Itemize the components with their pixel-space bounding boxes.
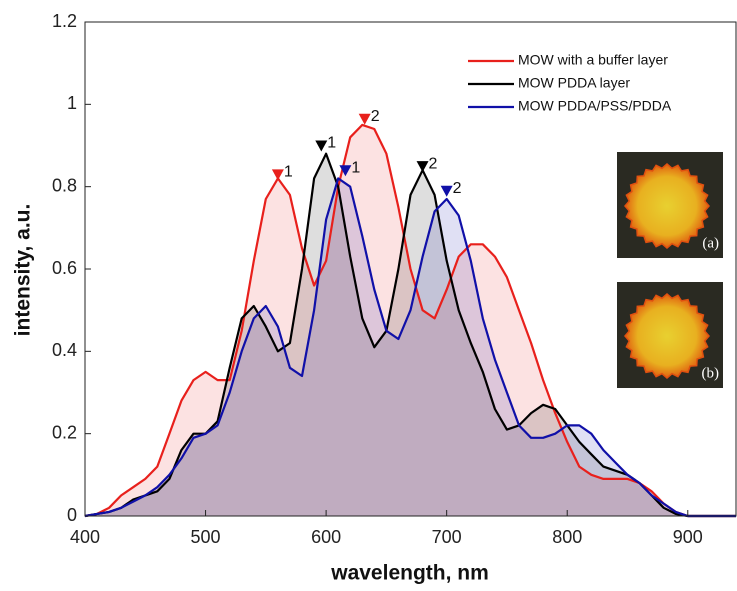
y-tick-label: 0: [67, 505, 77, 525]
peak-marker: [416, 161, 429, 173]
series-area: [85, 124, 736, 517]
peak-label: 1: [284, 164, 293, 181]
peak-marker: [315, 140, 328, 152]
y-tick-label: 0.6: [52, 258, 77, 278]
inset-spot: [624, 293, 710, 379]
inset-label: (a): [702, 235, 719, 251]
peak-marker: [339, 165, 352, 177]
peak-label: 2: [371, 108, 380, 125]
peak-label: 1: [351, 159, 360, 176]
x-tick-label: 500: [191, 527, 221, 547]
x-tick-label: 600: [311, 527, 341, 547]
y-tick-label: 0.8: [52, 175, 77, 195]
x-axis-label: wavelength, nm: [330, 562, 489, 585]
peak-marker: [440, 185, 453, 197]
y-tick-label: 0.2: [52, 422, 77, 442]
peak-label: 2: [429, 155, 438, 172]
peak-label: 1: [327, 135, 336, 152]
x-tick-label: 700: [432, 527, 462, 547]
legend-label: MOW PDDA/PSS/PDDA: [518, 98, 672, 114]
peak-label: 2: [453, 180, 462, 197]
y-axis-label: intensity, a.u.: [12, 204, 35, 337]
x-tick-label: 900: [673, 527, 703, 547]
y-tick-label: 1: [67, 93, 77, 113]
series-line: [84, 123, 736, 518]
legend-label: MOW PDDA layer: [518, 75, 630, 91]
legend-label: MOW with a buffer layer: [518, 52, 668, 68]
series-line: [84, 177, 736, 518]
x-tick-label: 400: [70, 527, 100, 547]
inset-label: (b): [702, 365, 720, 381]
peak-marker: [358, 113, 371, 125]
y-tick-label: 0.4: [52, 340, 77, 360]
y-tick-label: 1.2: [52, 11, 77, 31]
series-area: [85, 178, 736, 516]
peak-marker: [271, 169, 284, 181]
x-tick-label: 800: [552, 527, 582, 547]
series-area: [85, 153, 736, 516]
inset-spot: [624, 163, 710, 249]
